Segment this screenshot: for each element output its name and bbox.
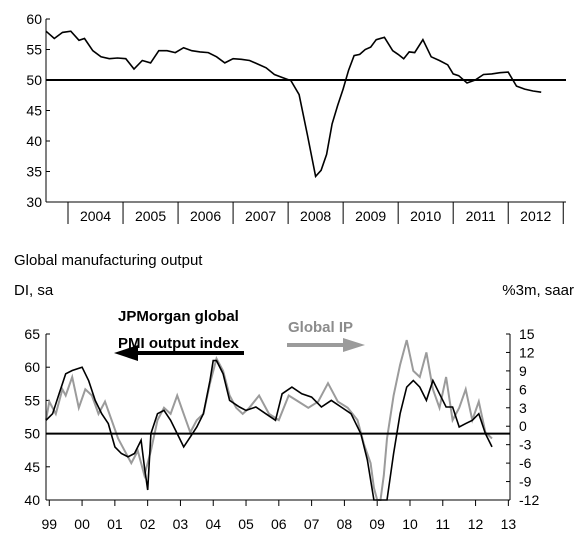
bottom-x-tick-label: 13 (501, 516, 517, 532)
pmi-arrow-left (114, 345, 244, 361)
bottom-left-y-tick-label: 60 (24, 359, 40, 375)
top-y-tick-label: 60 (26, 11, 42, 27)
top-y-tick-label: 30 (26, 194, 42, 210)
bottom-right-y-ticks: -12 -9 -6 -3 0 3 6 9 12 15 (506, 326, 539, 508)
bottom-left-y-tick-label: 45 (24, 459, 40, 475)
top-x-tick-label: 2009 (355, 208, 386, 224)
top-x-tick-label: 2012 (520, 208, 551, 224)
top-series-line (45, 30, 542, 179)
top-y-tick-label: 45 (26, 103, 42, 119)
top-y-tick-label: 35 (26, 164, 42, 180)
bottom-right-y-tick-label: 9 (519, 363, 527, 379)
top-x-tick-label: 2008 (300, 208, 331, 224)
bottom-right-y-tick-label: 0 (519, 418, 527, 434)
global-ip-line (45, 339, 493, 501)
bottom-right-y-tick-label: 3 (519, 400, 527, 416)
pmi-annotation-line2: PMI output index (118, 335, 239, 352)
bottom-x-tick-label: 03 (173, 516, 189, 532)
pmi-output-line (45, 359, 493, 501)
ip-arrow-right (287, 338, 365, 352)
bottom-left-y-tick-label: 65 (24, 326, 40, 342)
bottom-right-y-tick-label: -3 (519, 437, 532, 453)
bottom-left-y-tick-label: 40 (24, 492, 40, 508)
top-series (45, 30, 542, 179)
bottom-x-tick-label: 06 (271, 516, 287, 532)
top-x-ticks: 2004 2005 2006 2007 2008 2009 2010 2011 2012 (67, 202, 564, 224)
bottom-x-tick-label: 99 (41, 516, 57, 532)
bottom-right-axis-unit: %3m, saar (502, 282, 574, 299)
bottom-right-y-tick-label: 12 (519, 344, 535, 360)
bottom-x-tick-label: 00 (74, 516, 90, 532)
bottom-left-y-tick-label: 55 (24, 392, 40, 408)
bottom-series (45, 339, 493, 501)
bottom-right-y-tick-label: -12 (519, 492, 539, 508)
bottom-x-tick-label: 08 (337, 516, 353, 532)
bottom-x-tick-label: 07 (304, 516, 320, 532)
top-x-tick-label: 2005 (135, 208, 166, 224)
top-x-tick-label: 2007 (245, 208, 276, 224)
bottom-x-tick-label: 09 (369, 516, 385, 532)
bottom-right-y-tick-label: -9 (519, 474, 532, 490)
top-y-tick-label: 50 (26, 72, 42, 88)
bottom-x-tick-label: 11 (436, 516, 451, 532)
bottom-right-y-tick-label: -6 (519, 455, 532, 471)
bottom-x-tick-label: 10 (402, 516, 418, 532)
bottom-x-tick-label: 12 (468, 516, 484, 532)
bottom-chart-title: Global manufacturing output (14, 252, 203, 269)
top-y-tick-label: 40 (26, 133, 42, 149)
bottom-x-ticks: 99 00 01 02 03 04 05 06 07 08 09 10 11 12 13 (41, 500, 516, 532)
bottom-x-tick-label: 01 (107, 516, 123, 532)
top-x-tick-label: 2010 (410, 208, 441, 224)
bottom-right-y-tick-label: 15 (519, 326, 535, 342)
pmi-annotation-line1: JPMorgan global (118, 308, 239, 325)
bottom-x-tick-label: 02 (140, 516, 156, 532)
bottom-x-tick-label: 04 (205, 516, 221, 532)
bottom-right-y-tick-label: 6 (519, 381, 527, 397)
ip-annotation: Global IP (288, 319, 353, 336)
top-y-ticks: 30 35 40 45 50 55 60 (26, 11, 50, 210)
bottom-left-axis-unit: DI, sa (14, 282, 54, 299)
bottom-left-y-ticks: 40 45 50 55 60 65 (24, 326, 50, 508)
bottom-left-y-tick-label: 50 (24, 426, 40, 442)
top-x-tick-label: 2006 (190, 208, 221, 224)
bottom-x-tick-label: 05 (238, 516, 254, 532)
top-y-tick-label: 55 (26, 42, 42, 58)
top-x-tick-label: 2004 (80, 208, 111, 224)
top-x-tick-label: 2011 (466, 208, 496, 224)
